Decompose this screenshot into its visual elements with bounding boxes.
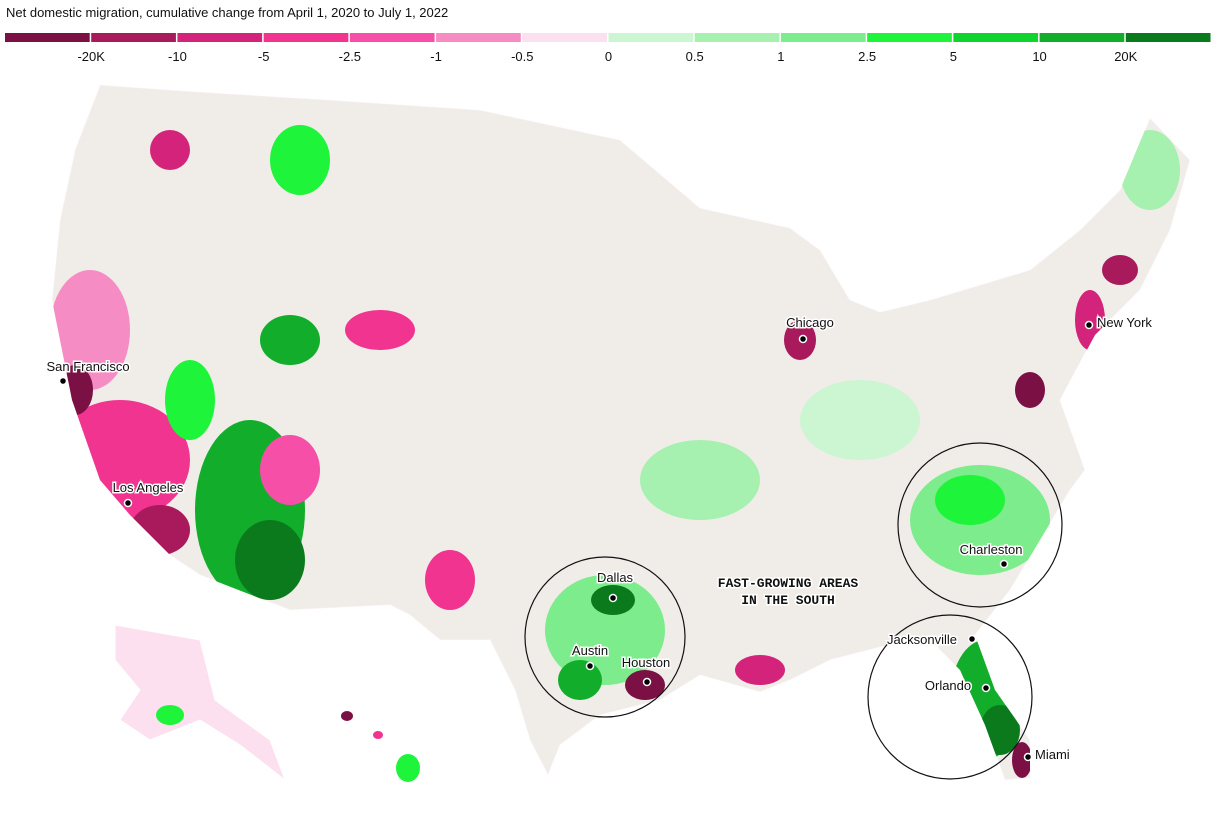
legend-swatch [780, 33, 866, 42]
legend-swatch [177, 33, 263, 42]
us-map [51, 84, 1191, 782]
legend-swatch [349, 33, 435, 42]
legend-label: -10 [168, 49, 187, 64]
legend-label: 0 [605, 49, 612, 64]
legend-label: -2.5 [339, 49, 361, 64]
legend-swatch [91, 33, 176, 42]
city-label: Austin [572, 643, 608, 658]
legend-swatch [5, 33, 90, 42]
highlight-circle [524, 556, 686, 718]
legend-swatch [263, 33, 349, 42]
legend-label: 5 [950, 49, 957, 64]
city-label: Jacksonville [887, 632, 957, 647]
legend-label: -5 [258, 49, 270, 64]
alaska [114, 624, 287, 782]
city-label: Dallas [597, 570, 634, 585]
legend: -20K -10 -5 -2.5 -1 -0.5 0 0.5 1 2.5 5 10 20K [5, 33, 1211, 64]
legend-swatch [1039, 33, 1125, 42]
city-label: San Francisco [46, 359, 129, 374]
legend-swatch [522, 33, 607, 42]
map-title: Net domestic migration, cumulative chang… [6, 5, 448, 20]
city-label: Houston [622, 655, 670, 670]
legend-label: 2.5 [858, 49, 876, 64]
legend-label: 10 [1032, 49, 1046, 64]
legend-swatch [436, 33, 521, 42]
annotation: FAST-GROWING AREAS [718, 576, 859, 591]
highlight-circle [897, 442, 1063, 608]
annotation: IN THE SOUTH [741, 593, 835, 608]
legend-label: 1 [777, 49, 784, 64]
legend-label: -20K [77, 49, 105, 64]
city-label: Miami [1035, 747, 1070, 762]
legend-label: -0.5 [511, 49, 533, 64]
legend-label: -1 [430, 49, 442, 64]
city-labels: San Francisco Los Angeles Chicago New Yo… [45, 314, 1154, 764]
highlight-circles [524, 442, 1063, 780]
city-label: New York [1097, 315, 1152, 330]
legend-label: 20K [1114, 49, 1137, 64]
legend-swatch [608, 33, 694, 42]
legend-label: 0.5 [686, 49, 704, 64]
city-dots [58, 320, 1094, 762]
legend-swatch [694, 33, 780, 42]
city-label: Chicago [786, 315, 834, 330]
city-label: Los Angeles [113, 480, 184, 495]
highlight-circle [867, 614, 1033, 780]
city-label: Charleston [960, 542, 1023, 557]
legend-swatch [867, 33, 952, 42]
legend-swatch [953, 33, 1039, 42]
city-label: Orlando [925, 678, 971, 693]
legend-swatch [1125, 33, 1211, 42]
